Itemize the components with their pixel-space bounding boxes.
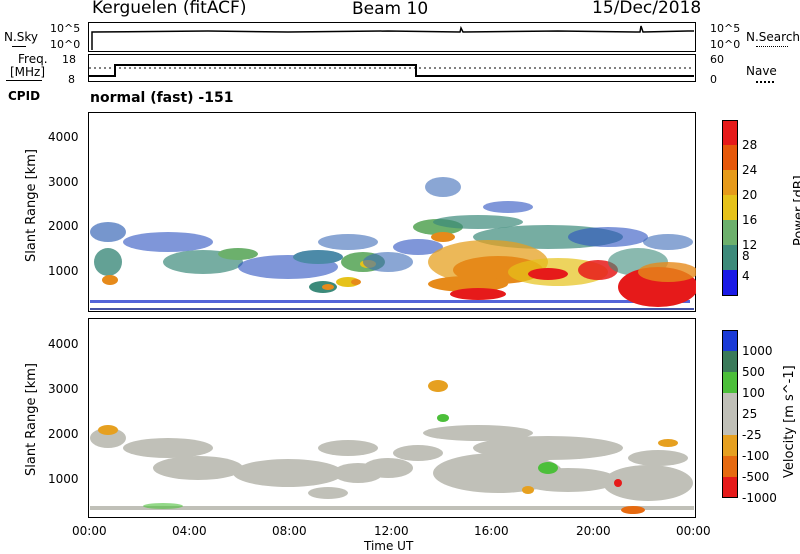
- velocity-cb-minus25: -25: [742, 428, 762, 442]
- xtick-0000: 00:00: [72, 524, 107, 538]
- power-ytick-3000: 3000: [48, 175, 79, 189]
- xtick-1600: 16:00: [474, 524, 509, 538]
- nsky-label: N.Sky: [4, 30, 39, 44]
- power-cb-28: 28: [742, 138, 758, 152]
- power-ytick-2000: 2000: [48, 219, 79, 233]
- nsearch-label: N.Search: [746, 30, 800, 44]
- velocity-ytick-2000: 2000: [48, 427, 79, 441]
- power-cb-12: 12: [742, 238, 758, 252]
- velocity-cb-25: 25: [742, 407, 758, 421]
- velocity-heatmap: [88, 318, 696, 518]
- velocity-ylabel: Slant Range [km]: [24, 363, 39, 476]
- power-cb-20: 20: [742, 188, 758, 202]
- velocity-cb-minus500: -500: [742, 470, 770, 484]
- power-cb-4: 4: [742, 269, 750, 283]
- velocity-cb-label: Velocity [m s^-1]: [782, 365, 797, 478]
- freq-legend-line: [6, 80, 42, 81]
- velocity-ytick-1000: 1000: [48, 472, 79, 486]
- nave-tick-low: 0: [710, 73, 717, 86]
- date-title: 15/Dec/2018: [592, 0, 702, 18]
- xtick-0400: 04:00: [172, 524, 207, 538]
- cpid-label: CPID: [8, 89, 41, 103]
- velocity-ytick-4000: 4000: [48, 337, 79, 351]
- power-colorbar: [722, 120, 738, 296]
- power-cb-24: 24: [742, 163, 758, 177]
- beam-title: Beam 10: [352, 0, 429, 19]
- nsky-tick-high: 10^5: [50, 22, 81, 35]
- nsearch-legend-line: [756, 46, 788, 47]
- freq-panel: [88, 54, 696, 82]
- velocity-cb-minus1000: -1000: [742, 491, 777, 505]
- power-cb-8: 8: [742, 249, 750, 263]
- xtick-2000: 20:00: [576, 524, 611, 538]
- nave-legend-line: [756, 81, 774, 83]
- velocity-colorbar: [722, 330, 738, 498]
- velocity-cb-minus100: -100: [742, 449, 770, 463]
- nave-label: Nave: [746, 64, 777, 78]
- power-cb-label: Power [dB]: [792, 175, 800, 246]
- xtick-0800: 08:00: [272, 524, 307, 538]
- freq-unit-label: [MHz]: [10, 65, 46, 79]
- power-ylabel: Slant Range [km]: [24, 149, 39, 262]
- cpid-value: normal (fast) -151: [90, 90, 234, 106]
- freq-tick-high: 18: [62, 53, 76, 66]
- nsky-tick-low: 10^0: [50, 38, 81, 51]
- power-heatmap: [88, 112, 696, 312]
- nsky-panel: [88, 22, 696, 52]
- nsearch-tick-high: 10^5: [710, 22, 741, 35]
- power-ytick-1000: 1000: [48, 264, 79, 278]
- velocity-cb-1000: 1000: [742, 344, 773, 358]
- power-ytick-4000: 4000: [48, 130, 79, 144]
- nsky-legend-line: [12, 46, 26, 47]
- freq-label: Freq.: [18, 52, 48, 66]
- xtick-0000-end: 00:00: [676, 524, 711, 538]
- velocity-cb-500: 500: [742, 365, 765, 379]
- nsearch-tick-low: 10^0: [710, 38, 741, 51]
- xaxis-label: Time UT: [364, 539, 414, 553]
- station-title: Kerguelen (fitACF): [92, 0, 247, 18]
- xtick-1200: 12:00: [374, 524, 409, 538]
- nave-tick-high: 60: [710, 53, 724, 66]
- velocity-cb-100: 100: [742, 386, 765, 400]
- velocity-ytick-3000: 3000: [48, 382, 79, 396]
- freq-tick-low: 8: [68, 73, 75, 86]
- power-cb-16: 16: [742, 213, 758, 227]
